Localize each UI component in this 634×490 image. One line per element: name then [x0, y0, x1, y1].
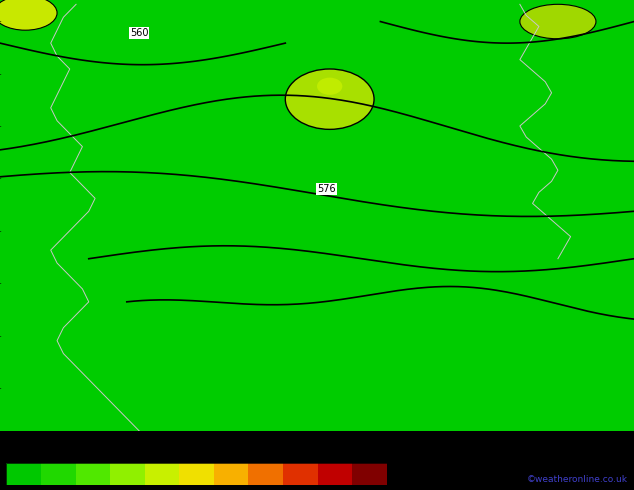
Text: 80W: 80W	[4, 436, 22, 445]
Ellipse shape	[285, 69, 374, 129]
Text: 70W: 70W	[90, 436, 107, 445]
Text: -: -	[0, 71, 1, 77]
Text: 30W: 30W	[434, 436, 451, 445]
Text: 50W: 50W	[262, 436, 280, 445]
Ellipse shape	[0, 0, 57, 30]
Text: 560: 560	[130, 28, 148, 38]
Ellipse shape	[520, 4, 596, 39]
Ellipse shape	[317, 77, 342, 95]
Text: ©weatheronline.co.uk: ©weatheronline.co.uk	[527, 475, 628, 484]
Text: 40W: 40W	[348, 436, 365, 445]
Text: 20W: 20W	[521, 436, 538, 445]
Text: -: -	[0, 123, 1, 129]
Text: 576: 576	[317, 184, 335, 194]
Text: 60W: 60W	[176, 436, 193, 445]
Text: -: -	[0, 19, 1, 25]
Text: -: -	[0, 385, 1, 391]
Text: Height 500 hPa Spread mean+σ [gpdm] ECMWF  Th 02-05-2024 12:00 UTC(12+24): Height 500 hPa Spread mean+σ [gpdm] ECMW…	[6, 437, 382, 446]
Text: -: -	[0, 280, 1, 286]
Text: -: -	[0, 333, 1, 339]
Text: -: -	[0, 228, 1, 234]
Text: 10W: 10W	[606, 436, 624, 445]
Text: -: -	[0, 175, 1, 182]
